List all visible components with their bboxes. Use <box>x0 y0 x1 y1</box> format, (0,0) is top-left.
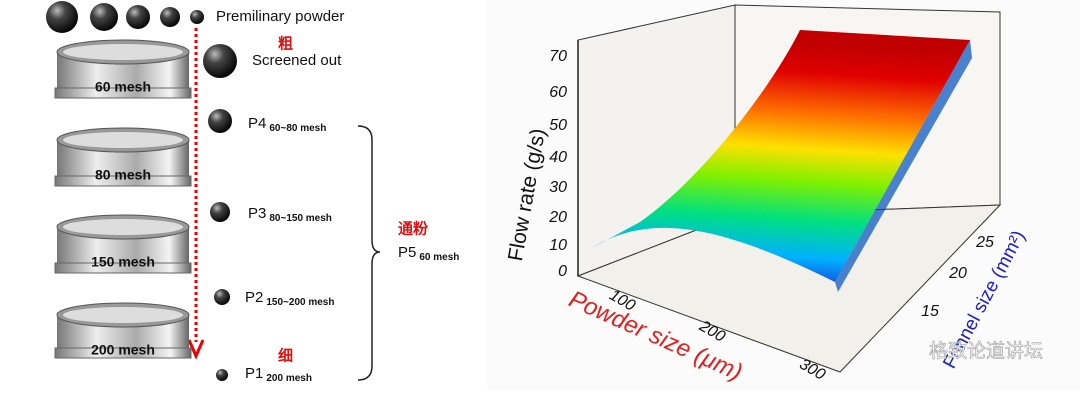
fraction-name: P4 <box>248 115 266 132</box>
ball <box>160 7 180 27</box>
ball <box>216 369 228 381</box>
coarse-label: 粗 <box>278 35 293 53</box>
y-tick-label: 0 <box>558 263 567 280</box>
sieve-label: 200 mesh <box>91 342 155 358</box>
fraction-label: P2 150~200 mesh <box>245 289 334 308</box>
y-tick-label: 40 <box>549 149 567 166</box>
combined-name: P5 <box>398 244 416 261</box>
arrow-head <box>187 339 205 360</box>
fine-label: 细 <box>278 347 293 365</box>
y-tick-label: 10 <box>549 237 567 254</box>
ball <box>210 202 230 222</box>
ball <box>46 1 78 33</box>
surface-edge <box>835 40 972 292</box>
ball <box>203 44 237 78</box>
input-label: Premilinary powder <box>216 8 344 25</box>
through-label: 通粉 <box>398 220 428 238</box>
fraction-range: 200 mesh <box>266 373 312 384</box>
fraction-range: 60~80 mesh <box>269 123 326 134</box>
fraction-range: 150~200 mesh <box>266 297 334 308</box>
ball <box>214 289 230 305</box>
sieve-label: 80 mesh <box>95 167 151 183</box>
brace <box>357 125 381 381</box>
sieve: 80 mesh <box>54 127 192 187</box>
sieve: 200 mesh <box>54 302 192 359</box>
ball <box>190 10 204 24</box>
fraction-name: P1 <box>245 365 263 382</box>
sieve-label: 150 mesh <box>91 254 155 270</box>
ball <box>208 109 232 133</box>
z-tick-label: 20 <box>948 265 967 282</box>
y-tick-label: 30 <box>549 179 567 196</box>
y-tick-label: 70 <box>549 48 567 65</box>
watermark: 格致论道讲坛 <box>929 340 1043 362</box>
z-tick-label: 15 <box>921 303 939 320</box>
surface-plot: 0 10 20 30 40 50 60 70 Flow rate (g/s) 1… <box>487 0 1080 390</box>
sieve: 150 mesh <box>54 214 192 274</box>
fraction-name: P2 <box>245 289 263 306</box>
fraction-label: P3 80~150 mesh <box>248 205 332 224</box>
sieve: 60 mesh <box>54 39 192 99</box>
y-tick-label: 20 <box>548 209 567 226</box>
y-tick-label: 60 <box>549 84 567 101</box>
z-tick-label: 25 <box>975 234 994 251</box>
combined-label: P5 60 mesh <box>398 244 459 263</box>
fraction-label: P1 200 mesh <box>245 365 312 384</box>
ball <box>126 5 150 29</box>
screened-out-label: Screened out <box>252 52 342 69</box>
fraction-range: 80~150 mesh <box>269 213 332 224</box>
sieving-diagram: Premilinary powder 60 mesh 80 mesh 150 m… <box>46 1 459 384</box>
combined-range: 60 mesh <box>419 252 459 263</box>
y-tick-label: 50 <box>549 117 567 134</box>
fraction-label: P4 60~80 mesh <box>248 115 326 134</box>
surface <box>592 30 970 282</box>
fraction-name: P3 <box>248 205 266 222</box>
ball <box>90 3 118 31</box>
floor <box>576 204 1002 373</box>
sieve-label: 60 mesh <box>95 79 151 95</box>
